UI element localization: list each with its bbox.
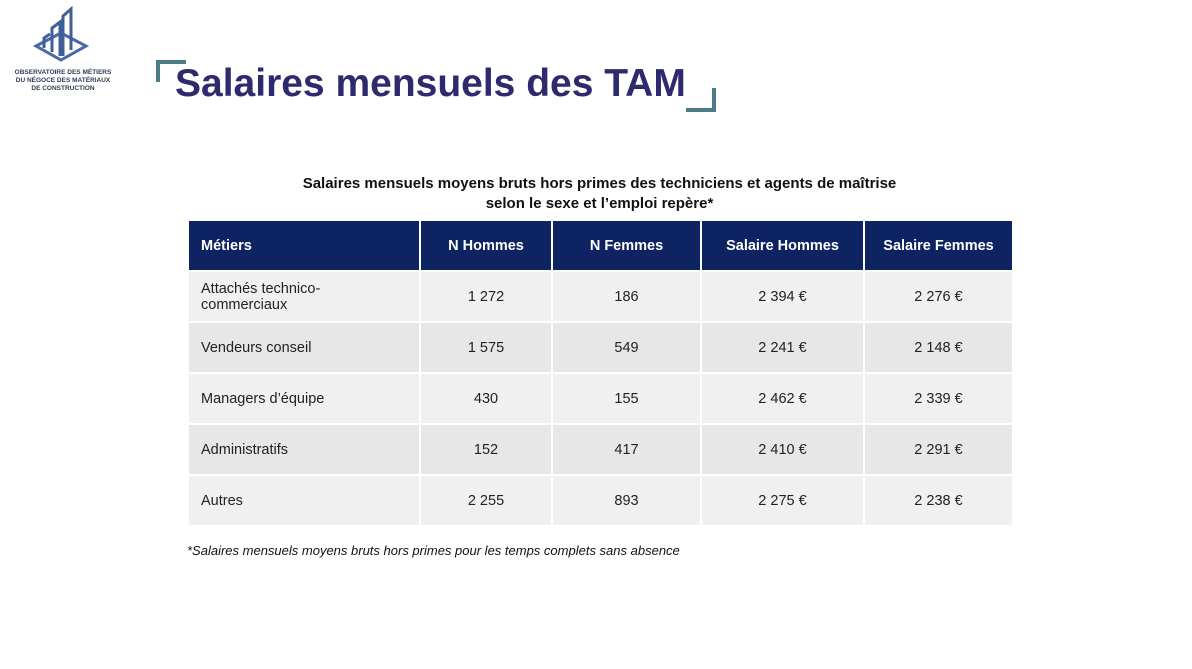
bracket bbox=[156, 60, 186, 82]
column-header: N Hommes bbox=[419, 221, 553, 272]
table-cell: 155 bbox=[551, 372, 702, 425]
cell-text: 2 462 € bbox=[758, 390, 807, 407]
table-cell: 2 291 € bbox=[863, 423, 1014, 476]
table-cell: 2 394 € bbox=[700, 270, 865, 323]
cell-text: 549 bbox=[614, 339, 639, 356]
cell-text: Vendeurs conseil bbox=[201, 339, 312, 356]
table-cell: Managers d’équipe bbox=[187, 372, 421, 425]
cell-text: Administratifs bbox=[201, 441, 289, 458]
table-cell: 186 bbox=[551, 270, 702, 323]
cell-text: 2 275 € bbox=[758, 492, 807, 509]
cell-text: 2 291 € bbox=[914, 441, 963, 458]
table-cell: 430 bbox=[419, 372, 553, 425]
table-cell: 2 241 € bbox=[700, 321, 865, 374]
logo-text: OBSERVATOIRE DES MÉTIERS DU NÉGOCE DES MA… bbox=[8, 69, 118, 93]
table-body: Attachés technico-commerciaux 1 272 186 2 3… bbox=[187, 270, 1014, 527]
cell-text: 430 bbox=[473, 390, 499, 407]
cell-text: 1 272 bbox=[467, 288, 505, 305]
cell-text: Managers d’équipe bbox=[201, 390, 325, 407]
caption-line: Salaires mensuels moyens bruts hors prim… bbox=[302, 175, 897, 192]
data-table: Métiers N Hommes N Femmes Salaire Hommes Sal… bbox=[187, 221, 1014, 527]
cell-text: 2 241 € bbox=[758, 339, 807, 356]
table-caption: Salaires mensuels moyens bruts hors prim… bbox=[187, 174, 1012, 214]
cell-text: 2 255 bbox=[467, 492, 505, 509]
table-cell: 1 272 bbox=[419, 270, 553, 323]
logo-line: OBSERVATOIRE DES MÉTIERS bbox=[14, 69, 112, 76]
cell-text: Attachés technico-commerciaux bbox=[201, 280, 321, 313]
table-cell: Administratifs bbox=[187, 423, 421, 476]
cell-text: 155 bbox=[614, 390, 639, 407]
table-cell: 1 575 bbox=[419, 321, 553, 374]
footnote: *Salaires mensuels moyens bruts hors pri… bbox=[187, 543, 680, 558]
table-row: Autres 2 255 893 2 275 € 2 238 € bbox=[187, 474, 1014, 527]
table-cell: 417 bbox=[551, 423, 702, 476]
cell-text: 893 bbox=[614, 492, 639, 509]
cell-text: 152 bbox=[473, 441, 499, 458]
column-header: Salaire Hommes bbox=[700, 221, 865, 272]
table-cell: 2 276 € bbox=[863, 270, 1014, 323]
cell-text: 186 bbox=[614, 288, 639, 305]
table-cell: Vendeurs conseil bbox=[187, 321, 421, 374]
cell-text: Autres bbox=[201, 492, 243, 509]
table-cell: Attachés technico-commerciaux bbox=[187, 270, 421, 323]
table-row: Managers d’équipe 430 155 2 462 € 2 339 € bbox=[187, 372, 1014, 425]
table-cell: Autres bbox=[187, 474, 421, 527]
table-cell: 549 bbox=[551, 321, 702, 374]
table-cell: 2 238 € bbox=[863, 474, 1014, 527]
cell-text: 2 410 € bbox=[758, 441, 807, 458]
cell-text: 417 bbox=[614, 441, 639, 458]
column-header: Métiers bbox=[187, 221, 421, 272]
table-cell: 2 339 € bbox=[863, 372, 1014, 425]
cell-text: 1 575 bbox=[467, 339, 505, 356]
table-cell: 2 462 € bbox=[700, 372, 865, 425]
table-cell: 2 148 € bbox=[863, 321, 1014, 374]
table-cell: 2 275 € bbox=[700, 474, 865, 527]
cell-text: 2 148 € bbox=[914, 339, 963, 356]
cell-text: 2 238 € bbox=[914, 492, 963, 509]
table-cell: 893 bbox=[551, 474, 702, 527]
cell-text: 2 394 € bbox=[758, 288, 807, 305]
caption-line: selon le sexe et l’emploi repère* bbox=[485, 195, 714, 212]
bracket bbox=[686, 88, 716, 112]
table-cell: 152 bbox=[419, 423, 553, 476]
logo-icon bbox=[32, 5, 90, 62]
page-title: Salaires mensuels des TAM bbox=[175, 62, 686, 105]
table-row: Vendeurs conseil 1 575 549 2 241 € 2 148 € bbox=[187, 321, 1014, 374]
column-header: N Femmes bbox=[551, 221, 702, 272]
table-cell: 2 410 € bbox=[700, 423, 865, 476]
table-row: Attachés technico-commerciaux 1 272 186 2 3… bbox=[187, 270, 1014, 323]
table-cell: 2 255 bbox=[419, 474, 553, 527]
cell-text: 2 339 € bbox=[914, 390, 963, 407]
cell-text: 2 276 € bbox=[914, 288, 963, 305]
column-header: Salaire Femmes bbox=[863, 221, 1014, 272]
logo-line: DU NÉGOCE DES MATÉRIAUX bbox=[15, 77, 111, 84]
table-row: Administratifs 152 417 2 410 € 2 291 € bbox=[187, 423, 1014, 476]
logo-line: DE CONSTRUCTION bbox=[31, 85, 95, 92]
header-row: Métiers N Hommes N Femmes Salaire Hommes Sal… bbox=[187, 221, 1014, 272]
